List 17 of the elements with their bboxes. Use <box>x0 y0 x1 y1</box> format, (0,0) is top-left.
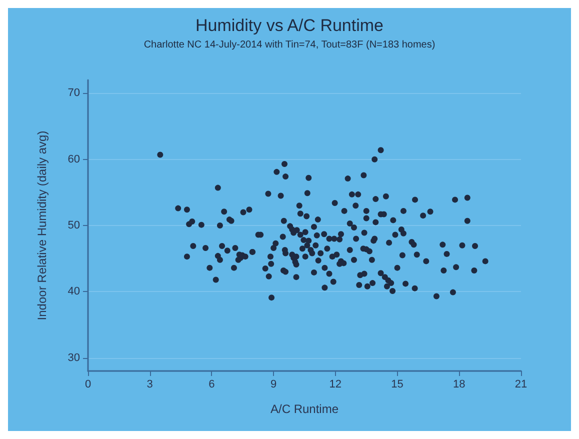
x-tick-label: 9 <box>270 378 277 390</box>
x-tick-label: 18 <box>453 378 466 390</box>
y-tick-label: 40 <box>68 286 80 298</box>
x-tick-label: 6 <box>208 378 215 390</box>
y-axis-title: Indoor Relative Humidity (daily avg) <box>35 130 49 320</box>
x-tick-label: 12 <box>329 378 342 390</box>
x-tick-label: 3 <box>146 378 153 390</box>
y-tick-label: 70 <box>68 87 80 100</box>
y-tick-label: 30 <box>68 352 80 364</box>
chart-title: Humidity vs A/C Runtime <box>196 16 384 35</box>
y-tick-label: 60 <box>68 153 80 166</box>
x-tick-label: 21 <box>514 378 528 390</box>
chart-subtitle: Charlotte NC 14-July-2014 with Tin=74, Tout=83F (N=183 homes) <box>144 40 436 50</box>
x-tick-label: 15 <box>391 378 404 390</box>
x-tick-label: 0 <box>84 378 92 390</box>
y-tick-label: 50 <box>68 220 80 232</box>
x-axis-title: A/C Runtime <box>270 402 339 416</box>
